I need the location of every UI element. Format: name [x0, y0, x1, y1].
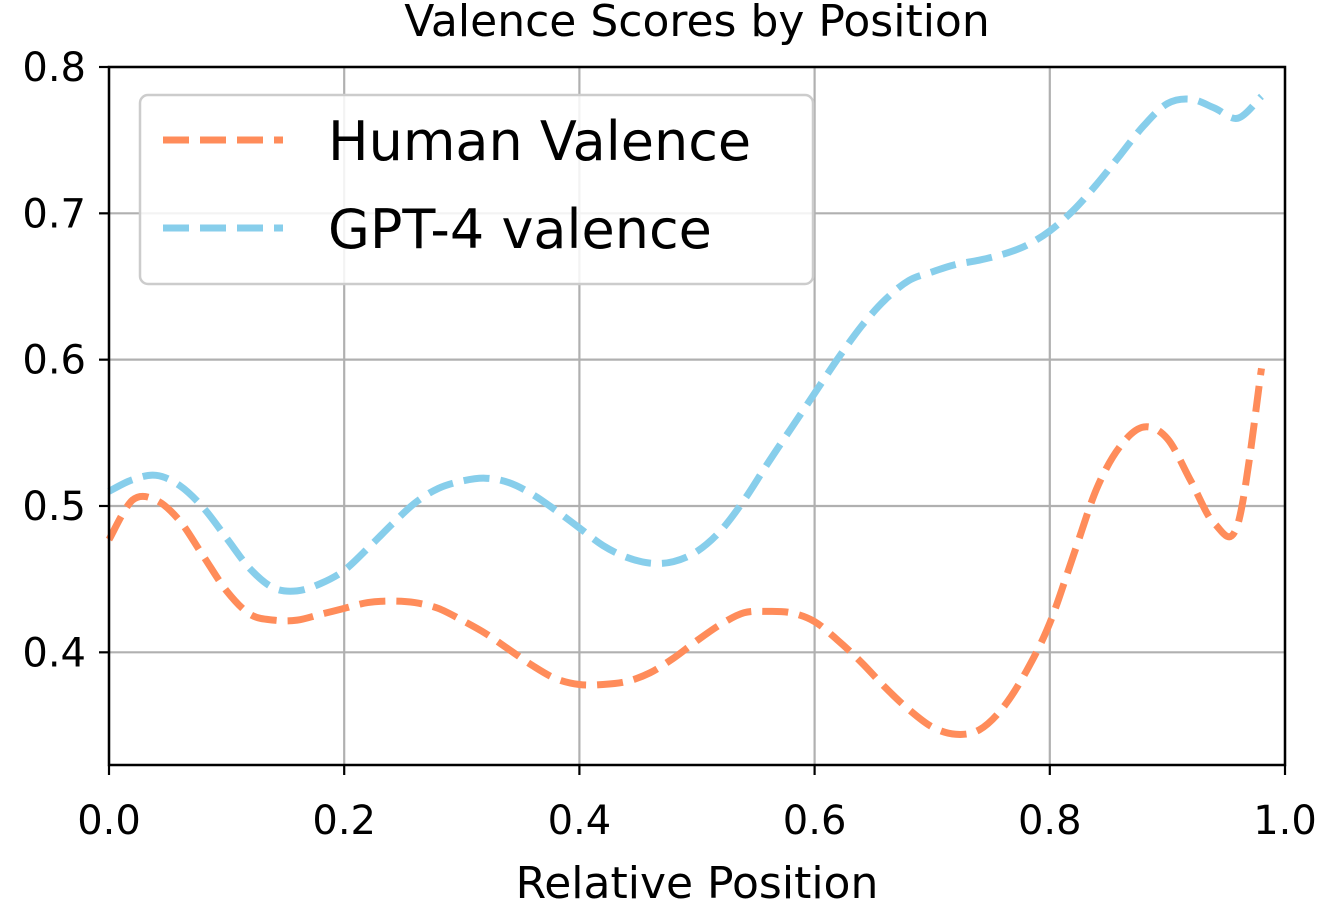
- x-tick-label: 0.6: [783, 798, 847, 844]
- x-axis-label: Relative Position: [516, 858, 879, 909]
- y-axis-ticks: 0.4 0.5 0.6 0.7 0.8: [22, 45, 109, 676]
- x-tick-label: 0.0: [77, 798, 141, 844]
- x-axis-ticks: 0.0 0.2 0.4 0.6 0.8 1.0: [77, 765, 1317, 844]
- legend-label-human: Human Valence: [328, 110, 751, 173]
- legend: Human Valence GPT-4 valence: [138, 93, 815, 286]
- legend-box: [138, 93, 815, 286]
- y-tick-label: 0.6: [22, 338, 86, 384]
- y-tick-label: 0.5: [22, 484, 86, 530]
- plot-frame: [107, 65, 1287, 767]
- y-tick-label: 0.4: [22, 630, 86, 676]
- series-line-human-valence: [105, 367, 1265, 738]
- x-tick-label: 0.2: [312, 798, 376, 844]
- legend-label-gpt4: GPT-4 valence: [328, 198, 712, 261]
- x-tick-label: 0.8: [1018, 798, 1082, 844]
- chart-title: Valence Scores by Position: [404, 0, 990, 47]
- series-line-gpt-4-valence: [107, 93, 1265, 595]
- x-tick-label: 0.4: [548, 798, 612, 844]
- y-tick-label: 0.7: [22, 191, 86, 237]
- series-layer: [105, 93, 1265, 738]
- y-tick-label: 0.8: [22, 45, 86, 91]
- x-tick-label: 1.0: [1253, 798, 1317, 844]
